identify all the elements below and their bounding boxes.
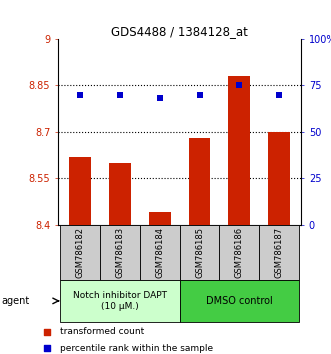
Text: Notch inhibitor DAPT
(10 μM.): Notch inhibitor DAPT (10 μM.) <box>73 291 167 311</box>
Bar <box>219 225 259 280</box>
Bar <box>259 225 299 280</box>
Bar <box>179 280 299 322</box>
Bar <box>268 132 290 225</box>
Bar <box>60 225 100 280</box>
Bar <box>60 280 179 322</box>
Text: transformed count: transformed count <box>60 327 144 336</box>
Text: percentile rank within the sample: percentile rank within the sample <box>60 344 213 353</box>
Point <box>77 92 82 97</box>
Point <box>277 92 282 97</box>
Point <box>44 346 49 351</box>
Point <box>44 329 49 335</box>
Bar <box>228 76 250 225</box>
Point <box>237 82 242 88</box>
Text: GSM786184: GSM786184 <box>155 227 164 278</box>
Point <box>197 92 202 97</box>
Text: GSM786183: GSM786183 <box>115 227 124 278</box>
Text: GSM786187: GSM786187 <box>275 227 284 278</box>
Text: GSM786186: GSM786186 <box>235 227 244 278</box>
Point <box>117 92 122 97</box>
Bar <box>149 212 170 225</box>
Text: agent: agent <box>2 296 30 306</box>
Text: DMSO control: DMSO control <box>206 296 273 306</box>
Bar <box>140 225 180 280</box>
Bar <box>69 157 91 225</box>
Text: GSM786182: GSM786182 <box>75 227 84 278</box>
Point <box>157 96 162 101</box>
Bar <box>189 138 211 225</box>
Bar <box>100 225 140 280</box>
Title: GDS4488 / 1384128_at: GDS4488 / 1384128_at <box>111 25 248 38</box>
Bar <box>179 225 219 280</box>
Bar <box>109 163 131 225</box>
Text: GSM786185: GSM786185 <box>195 227 204 278</box>
